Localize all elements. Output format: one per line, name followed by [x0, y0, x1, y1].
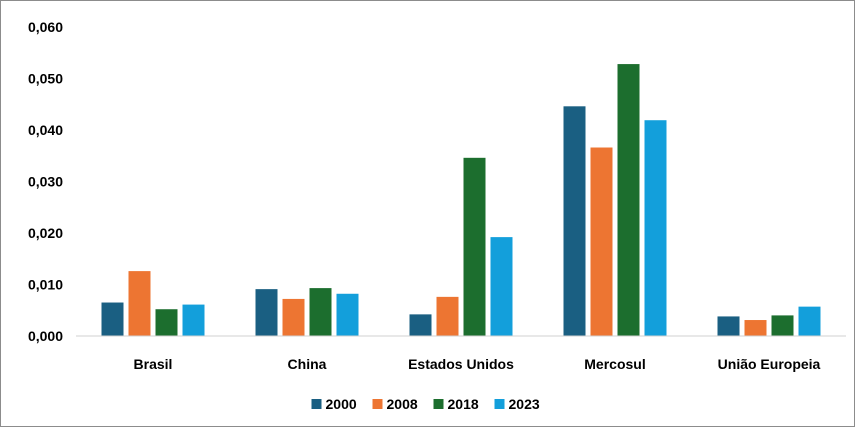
bar-2008-estados-unidos	[436, 296, 459, 336]
x-axis-labels: Brasil China Estados Unidos Mercosul União E…	[134, 356, 821, 372]
y-tick-label: 0,000	[28, 328, 63, 344]
legend-swatch-2000	[311, 399, 322, 409]
legend: 2000 2008 2018 2023	[311, 396, 540, 412]
legend-swatch-2023	[494, 399, 505, 409]
y-tick-label: 0,060	[28, 19, 63, 35]
y-tick-label: 0,030	[28, 174, 63, 190]
category-label: Brasil	[134, 356, 173, 372]
y-axis-ticks: 0,000 0,010 0,020 0,030 0,040 0,050 0,060	[28, 19, 63, 344]
bars	[101, 64, 821, 336]
bar-2023-china	[336, 293, 359, 336]
category-label: Estados Unidos	[408, 356, 514, 372]
y-tick-label: 0,050	[28, 71, 63, 87]
bar-2008-união-europeia	[744, 320, 767, 336]
bar-2018-mercosul	[617, 64, 640, 336]
bar-2000-união-europeia	[717, 316, 740, 336]
y-tick-label: 0,020	[28, 225, 63, 241]
bar-2000-mercosul	[563, 106, 586, 336]
bar-2008-mercosul	[590, 147, 613, 336]
bar-2000-china	[255, 289, 278, 336]
bar-2023-união-europeia	[798, 306, 821, 336]
bar-2018-estados-unidos	[463, 157, 486, 336]
legend-label-2000: 2000	[326, 396, 357, 412]
category-label: União Europeia	[718, 356, 821, 372]
bar-2000-brasil	[101, 302, 124, 336]
legend-label-2008: 2008	[387, 396, 418, 412]
bar-2018-união-europeia	[771, 315, 794, 336]
category-label: Mercosul	[584, 356, 645, 372]
y-tick-label: 0,040	[28, 122, 63, 138]
bar-2000-estados-unidos	[409, 314, 432, 336]
y-tick-label: 0,010	[28, 277, 63, 293]
bar-2008-brasil	[128, 271, 151, 336]
category-label: China	[288, 356, 327, 372]
bar-2023-mercosul	[644, 120, 667, 336]
legend-swatch-2008	[372, 399, 383, 409]
legend-label-2023: 2023	[509, 396, 540, 412]
bar-2018-china	[309, 288, 332, 336]
bar-2008-china	[282, 298, 305, 336]
bar-2018-brasil	[155, 309, 178, 336]
legend-label-2018: 2018	[448, 396, 479, 412]
bar-2023-brasil	[182, 304, 205, 336]
bar-2023-estados-unidos	[490, 237, 513, 336]
legend-swatch-2018	[433, 399, 444, 409]
